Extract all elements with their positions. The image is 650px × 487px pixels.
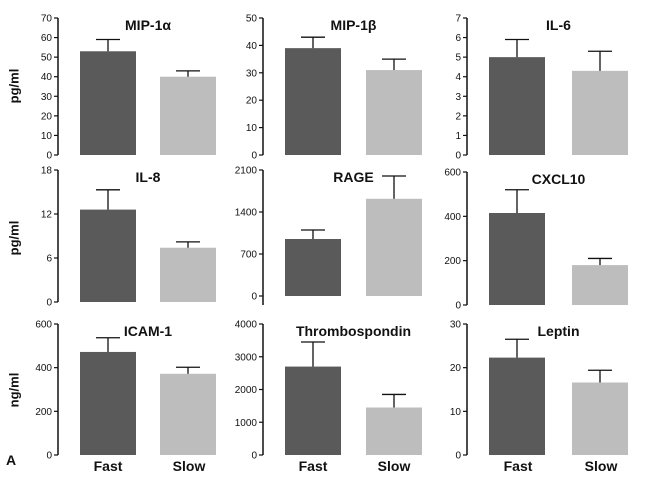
il-6-tick-label-5: 5 <box>455 53 461 64</box>
mip-1-tick-label-1: 10 <box>246 123 258 134</box>
il-6-bar-fast <box>489 57 545 156</box>
leptin-bar-slow <box>572 382 628 455</box>
mip-1-tick-label-1: 10 <box>41 131 53 142</box>
rage-bar-fast <box>285 239 341 296</box>
cxcl10-title: CXCL10 <box>532 171 586 187</box>
il-6-tick-label-3: 3 <box>455 92 461 103</box>
leptin-bar-fast <box>489 357 545 455</box>
mip-1-tick-label-2: 20 <box>246 96 258 107</box>
cxcl10-tick-label-3: 600 <box>444 168 461 179</box>
il-6-tick-label-1: 1 <box>455 131 461 142</box>
leptin-tick-label-3: 30 <box>450 320 462 331</box>
il-8-bar-slow <box>160 247 216 302</box>
row2-ylabel: pg/ml <box>6 220 22 256</box>
mip-1-tick-label-3: 30 <box>41 92 53 103</box>
mip-1-tick-label-4: 40 <box>246 41 258 52</box>
row1-ylabel: pg/ml <box>6 68 22 104</box>
row3-ylabel: ng/ml <box>6 372 22 408</box>
x-label-fast-col1: Fast <box>93 458 123 474</box>
mip-1-tick-label-0: 0 <box>251 151 257 162</box>
mip-1-bar-slow <box>366 70 422 155</box>
rage-tick-label-0: 0 <box>251 292 257 303</box>
mip-1-tick-label-6: 60 <box>41 33 53 44</box>
il-6-title: IL-6 <box>546 17 571 33</box>
thrombospondin-bar-fast <box>285 366 341 455</box>
rage-bar-slow <box>366 198 422 296</box>
mip-1-title: MIP-1α <box>125 17 171 33</box>
cxcl10-bar-slow <box>572 265 628 305</box>
il-8-bar-fast <box>80 209 136 302</box>
il-6-tick-label-7: 7 <box>455 14 461 25</box>
icam-1-tick-label-2: 400 <box>35 363 52 374</box>
figure-panel-label: A <box>6 452 17 468</box>
x-label-fast-col2: Fast <box>298 458 328 474</box>
thrombospondin-tick-label-3: 3000 <box>235 352 258 363</box>
cxcl10-tick-label-2: 400 <box>444 212 461 223</box>
x-label-slow-col1: Slow <box>172 458 206 474</box>
mip-1-tick-label-5: 50 <box>41 53 53 64</box>
thrombospondin-tick-label-2: 2000 <box>235 385 258 396</box>
mip-1-tick-label-2: 20 <box>41 111 53 122</box>
mip-1-bar-fast <box>285 48 341 155</box>
mip-1-title: MIP-1β <box>331 17 377 33</box>
leptin-tick-label-0: 0 <box>455 451 461 462</box>
icam-1-tick-label-1: 200 <box>35 407 52 418</box>
thrombospondin-tick-label-1: 1000 <box>235 418 258 429</box>
il-6-tick-label-6: 6 <box>455 33 461 44</box>
cxcl10-tick-label-1: 200 <box>444 256 461 267</box>
il-6-bar-slow <box>572 70 628 155</box>
x-label-fast-col3: Fast <box>503 458 533 474</box>
x-label-slow-col2: Slow <box>377 458 411 474</box>
cxcl10-tick-label-0: 0 <box>455 301 461 312</box>
cxcl10-bar-fast <box>489 213 545 305</box>
mip-1-bar-fast <box>80 51 136 156</box>
mip-1-tick-label-7: 70 <box>41 14 53 25</box>
mip-1-tick-label-4: 40 <box>41 72 53 83</box>
icam-1-bar-fast <box>80 351 136 455</box>
thrombospondin-bar-slow <box>366 407 422 455</box>
il-8-title: IL-8 <box>136 169 161 185</box>
rage-tick-label-1: 700 <box>240 250 257 261</box>
leptin-title: Leptin <box>538 323 580 339</box>
leptin-tick-label-1: 10 <box>450 407 462 418</box>
icam-1-tick-label-0: 0 <box>46 451 52 462</box>
mip-1-tick-label-0: 0 <box>46 151 52 162</box>
il-8-tick-label-2: 12 <box>41 210 53 221</box>
leptin-tick-label-2: 20 <box>450 363 462 374</box>
rage-tick-label-2: 1400 <box>235 208 258 219</box>
mip-1-bar-slow <box>160 76 216 155</box>
il-6-tick-label-4: 4 <box>455 72 461 83</box>
thrombospondin-title: Thrombospondin <box>296 323 411 339</box>
icam-1-tick-label-3: 600 <box>35 320 52 331</box>
icam-1-title: ICAM-1 <box>124 323 172 339</box>
thrombospondin-tick-label-4: 4000 <box>235 320 258 331</box>
thrombospondin-tick-label-0: 0 <box>251 451 257 462</box>
il-8-tick-label-1: 6 <box>46 254 52 265</box>
icam-1-bar-slow <box>160 373 216 455</box>
mip-1-tick-label-3: 30 <box>246 68 258 79</box>
mip-1-tick-label-5: 50 <box>246 14 258 25</box>
x-label-slow-col3: Slow <box>584 458 618 474</box>
il-8-tick-label-0: 0 <box>46 298 52 309</box>
il-6-tick-label-2: 2 <box>455 111 461 122</box>
il-8-tick-label-3: 18 <box>41 166 53 177</box>
il-6-tick-label-0: 0 <box>455 151 461 162</box>
rage-tick-label-3: 2100 <box>235 166 258 177</box>
rage-title: RAGE <box>333 169 373 185</box>
